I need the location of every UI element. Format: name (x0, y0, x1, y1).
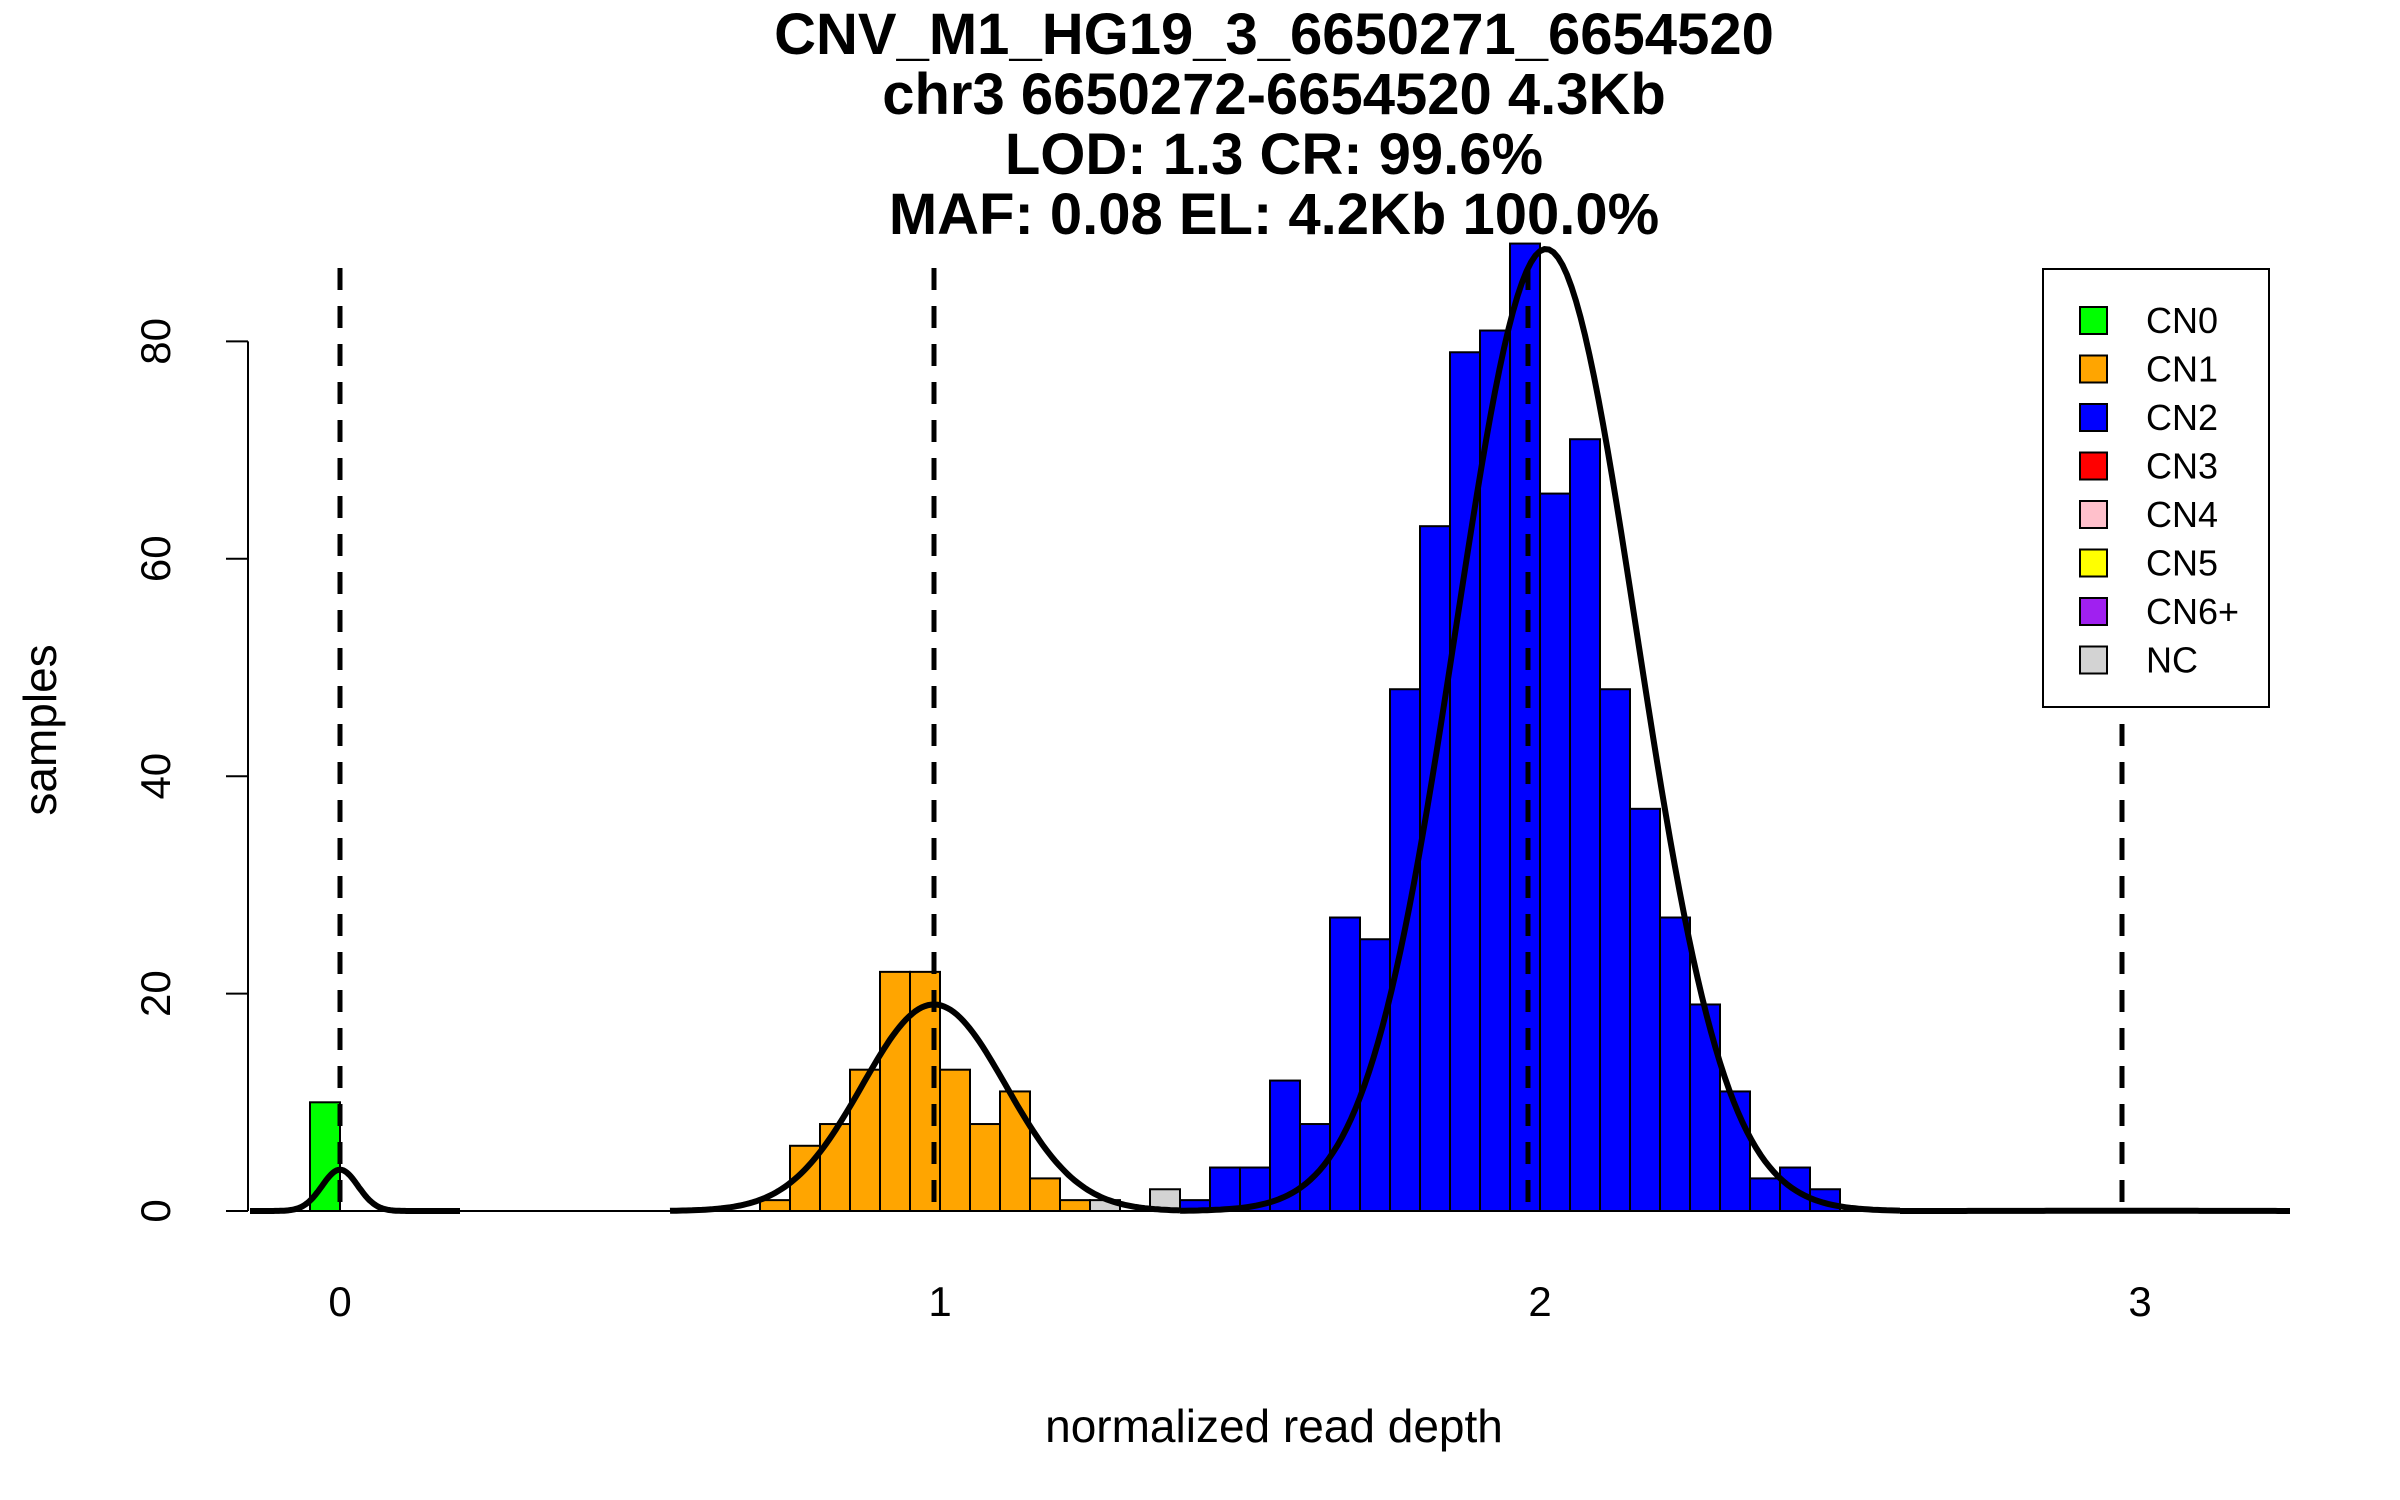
histogram-bar-cn2 (1749, 1177, 1781, 1213)
legend-swatch (2079, 354, 2108, 384)
chart-title: CNV_M1_HG19_3_6650271_6654520 chr3 66502… (774, 2, 1774, 247)
histogram-bars (309, 242, 1841, 1213)
title-line-4: MAF: 0.08 EL: 4.2Kb 100.0% (889, 182, 1659, 247)
histogram-bar-cn1 (849, 1068, 881, 1212)
histogram-bar-cn2 (1449, 351, 1481, 1212)
x-tick-label: 0 (328, 1278, 351, 1325)
histogram-bar-cn1 (969, 1123, 1001, 1213)
y-axis-label: samples (14, 644, 66, 815)
y-tick-label: 20 (132, 970, 179, 1017)
histogram-bar-cn2 (1209, 1166, 1241, 1213)
fitted-curve (250, 1166, 460, 1214)
legend-label: CN5 (2146, 543, 2218, 584)
title-line-3: LOD: 1.3 CR: 99.6% (1005, 122, 1543, 187)
x-tick-label: 3 (2128, 1278, 2151, 1325)
histogram-bar-cn2 (1659, 916, 1691, 1212)
legend-label: NC (2146, 640, 2198, 681)
y-tick-label: 80 (132, 318, 179, 365)
x-tick-label: 2 (1528, 1278, 1551, 1325)
reference-dashed-lines (337, 268, 2125, 1211)
fitted-curve (1179, 246, 1901, 1214)
fitted-curves (250, 246, 2290, 1214)
y-tick-label: 60 (132, 535, 179, 582)
histogram-bar-cn2 (1509, 242, 1541, 1212)
legend-label: CN6+ (2146, 591, 2239, 632)
histogram-bar-cn2 (1419, 525, 1451, 1212)
histogram-bar-cn2 (1389, 688, 1421, 1212)
histogram-bar-cn1 (879, 970, 911, 1212)
legend-label: CN2 (2146, 397, 2218, 438)
histogram-bar-cn1 (999, 1090, 1031, 1213)
y-tick-label: 40 (132, 753, 179, 800)
legend-swatch (2079, 451, 2108, 481)
title-line-2: chr3 6650272-6654520 4.3Kb (882, 62, 1666, 127)
title-line-1: CNV_M1_HG19_3_6650271_6654520 (774, 2, 1774, 67)
legend-swatch (2079, 645, 2108, 675)
x-axis-label: normalized read depth (1045, 1400, 1503, 1452)
legend-label: CN1 (2146, 349, 2218, 390)
x-tick-label: 1 (928, 1278, 951, 1325)
histogram-bar-cn2 (1539, 492, 1571, 1212)
legend-box (2042, 268, 2270, 708)
legend-swatch (2079, 403, 2108, 432)
legend-swatch (2079, 306, 2108, 335)
legend-label: CN3 (2146, 446, 2218, 487)
fitted-curve (669, 1001, 1181, 1214)
histogram-bar-cn2 (1689, 1003, 1721, 1212)
histogram-bar-cn1 (1029, 1177, 1061, 1213)
y-axis: 0 20 40 60 80 (132, 318, 249, 1223)
histogram-bar-cn2 (1629, 807, 1661, 1212)
histogram-bar-cn2 (1359, 938, 1391, 1212)
histogram-bar-cn1 (1059, 1199, 1091, 1213)
legend-swatch (2079, 597, 2108, 626)
legend: CN0 CN1 CN2 CN3 CN4 CN5 CN6+ NC (2042, 268, 2270, 708)
histogram-bar-cn2 (1569, 438, 1601, 1213)
histogram-bar-cn1 (939, 1068, 971, 1212)
x-axis: 0 1 2 3 (250, 1210, 2290, 1325)
legend-swatch (2079, 500, 2108, 529)
y-tick-label: 0 (132, 1199, 179, 1222)
legend-label: CN0 (2146, 300, 2218, 341)
legend-swatch (2079, 548, 2108, 578)
histogram-bar-cn1 (819, 1123, 851, 1213)
histogram-bar-cn1 (759, 1199, 791, 1213)
legend-label: CN4 (2146, 494, 2218, 535)
histogram-bar-cn2 (1599, 688, 1631, 1212)
histogram-bar-cn2 (1329, 916, 1361, 1212)
